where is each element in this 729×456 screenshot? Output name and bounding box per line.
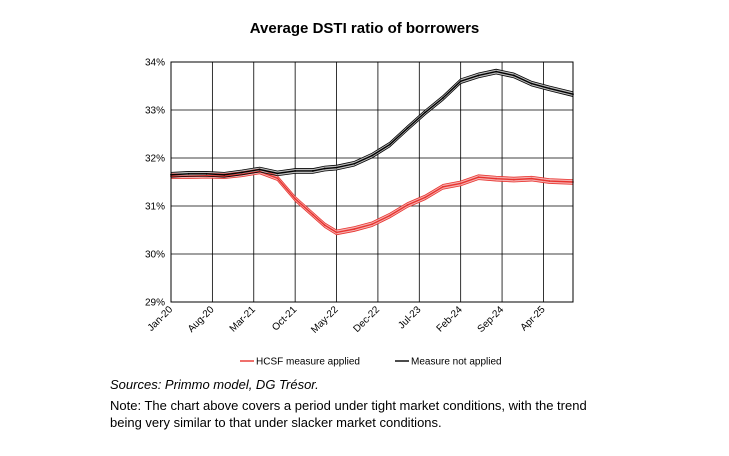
data-point bbox=[294, 170, 297, 172]
data-point bbox=[406, 127, 409, 130]
series-band-lower-2 bbox=[170, 73, 574, 178]
data-point bbox=[323, 224, 326, 227]
data-point bbox=[223, 175, 226, 178]
legend-layer: HCSF measure applied Measure not applied bbox=[240, 357, 502, 368]
data-point bbox=[223, 173, 226, 176]
data-point bbox=[311, 170, 314, 172]
data-point bbox=[276, 177, 279, 180]
data-point bbox=[495, 70, 498, 73]
legend-label: Measure not applied bbox=[411, 357, 502, 368]
data-point bbox=[459, 80, 462, 83]
note-text: Note: The chart above covers a period un… bbox=[110, 398, 587, 430]
data-point bbox=[512, 178, 515, 181]
data-point bbox=[353, 162, 356, 165]
data-point bbox=[371, 223, 373, 226]
data-point bbox=[512, 74, 515, 77]
frame-layer bbox=[170, 61, 574, 303]
x-tick-label: Oct-21 bbox=[270, 304, 299, 333]
x-tick-label: Sep-24 bbox=[476, 304, 507, 335]
data-point bbox=[477, 176, 480, 179]
data-point bbox=[530, 177, 533, 180]
line-layer bbox=[170, 68, 574, 236]
data-point bbox=[442, 97, 444, 99]
x-tick-label: Aug-20 bbox=[186, 304, 217, 335]
data-point bbox=[258, 168, 261, 171]
data-point bbox=[530, 82, 533, 85]
data-point bbox=[187, 172, 190, 175]
data-point bbox=[548, 180, 551, 182]
chart-title: Average DSTI ratio of borrowers bbox=[249, 20, 480, 37]
x-tick-label: May-22 bbox=[309, 304, 341, 336]
data-point bbox=[424, 111, 427, 114]
data-point bbox=[276, 172, 279, 175]
sources-text: Sources: Primmo model, DG Trésor. bbox=[110, 377, 319, 392]
series-band-lower-1 bbox=[171, 173, 574, 236]
y-tick-label: 29% bbox=[145, 298, 165, 309]
y-tick-label: 31% bbox=[145, 202, 165, 213]
y-tick-label: 30% bbox=[145, 250, 165, 261]
band-layer bbox=[171, 69, 573, 235]
x-tick-label: Mar-21 bbox=[228, 304, 258, 334]
y-tick-label: 32% bbox=[145, 154, 165, 165]
data-point bbox=[311, 213, 314, 216]
series-band-2 bbox=[171, 69, 573, 178]
data-point bbox=[335, 231, 338, 234]
legend-label: HCSF measure applied bbox=[256, 357, 360, 368]
axis-label-layer: 29%30%31%32%33%34%Jan-20 Aug-20 Mar-21 Oct-… bbox=[145, 58, 548, 336]
x-tick-label: Feb-24 bbox=[435, 304, 465, 334]
series-line-2 bbox=[170, 70, 574, 176]
data-point bbox=[323, 167, 326, 170]
data-point bbox=[495, 177, 498, 180]
series-line-1 bbox=[171, 170, 574, 234]
data-point bbox=[388, 143, 391, 146]
data-point bbox=[477, 74, 480, 77]
data-point bbox=[353, 228, 356, 230]
plot-frame bbox=[170, 61, 574, 303]
data-point bbox=[205, 172, 208, 175]
data-point bbox=[294, 197, 297, 200]
x-tick-label: Apr-25 bbox=[519, 304, 548, 333]
data-point bbox=[406, 204, 409, 206]
data-point bbox=[459, 182, 462, 185]
series-band-upper-2 bbox=[170, 68, 574, 173]
data-point bbox=[442, 185, 444, 188]
data-point bbox=[371, 154, 373, 157]
data-point bbox=[548, 87, 551, 90]
x-tick-label: Jul-23 bbox=[396, 304, 423, 331]
data-point bbox=[424, 196, 427, 199]
x-tick-label: Dec-22 bbox=[351, 304, 382, 335]
data-point bbox=[335, 166, 338, 169]
data-point bbox=[388, 214, 391, 217]
y-tick-label: 34% bbox=[145, 58, 165, 69]
y-tick-label: 33% bbox=[145, 106, 165, 117]
data-point bbox=[241, 171, 243, 174]
